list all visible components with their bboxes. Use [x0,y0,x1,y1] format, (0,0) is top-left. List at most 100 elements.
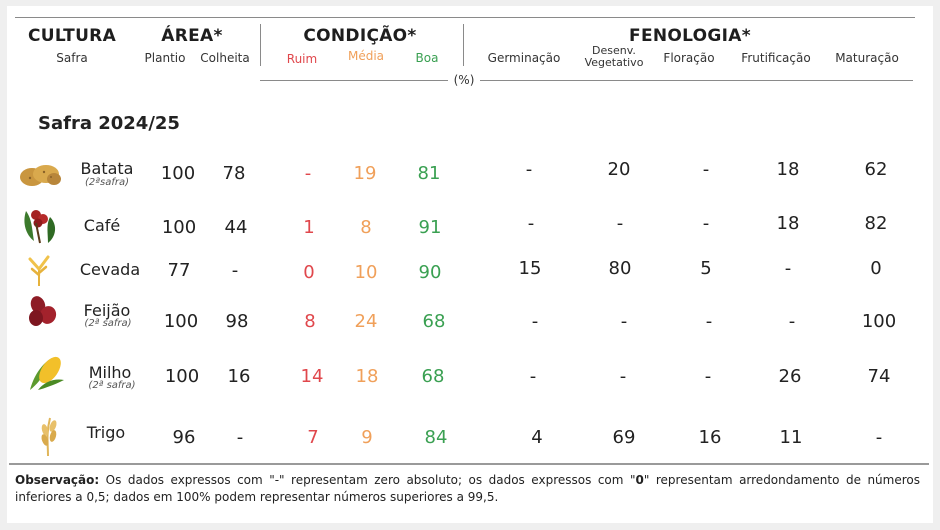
cell-maturacao: - [875,427,883,448]
cell-colheita: 98 [225,311,249,332]
crop-name: Trigo [86,423,126,442]
report-panel [7,6,933,523]
cell-maturacao: 62 [864,159,888,180]
header-divider-2 [463,24,464,66]
cell-germinacao: - [531,311,539,332]
cell-floracao: - [702,159,710,180]
header-germinacao: Germinação [487,51,561,65]
footnote-text-1: Os dados expressos com "-" representam z… [99,473,636,487]
header-condicao: CONDIÇÃO* [303,26,417,46]
cell-colheita: 78 [222,163,246,184]
crop-name: Batata [80,159,134,178]
crop-name: Cevada [79,260,141,279]
cell-floracao: - [702,213,710,234]
cell-media: 19 [353,163,377,184]
cell-colheita: 16 [227,366,251,387]
cell-plantio: 100 [160,163,196,184]
cell-maturacao: 100 [861,311,897,332]
cell-ruim: 7 [307,427,319,448]
cell-floracao: 5 [700,258,712,279]
cell-plantio: 100 [164,366,200,387]
header-desenv-line1: Desenv. [592,44,636,57]
header-media: Média [347,49,385,63]
header-plantio: Plantio [144,51,186,65]
percent-label: (%) [453,73,475,87]
cell-colheita: 44 [224,217,248,238]
footnote-zero: 0 [635,473,644,487]
cell-media: 8 [360,217,372,238]
header-desenv-line2: Vegetativo [584,56,644,69]
cell-boa: 81 [417,163,441,184]
crop-name: Café [83,216,121,235]
cell-colheita: - [236,427,244,448]
bean-icon [29,296,57,326]
cell-frutificacao: - [784,258,792,279]
cell-frutificacao: 18 [776,213,800,234]
crop-note: (2ªsafra) [85,177,129,188]
cell-boa: 84 [424,427,448,448]
cell-maturacao: 82 [864,213,888,234]
cell-ruim: 1 [303,217,315,238]
cell-desenv: - [616,213,624,234]
cell-desenv: 80 [608,258,632,279]
crop-note: (2ª safra) [84,318,132,329]
header-frutificacao: Frutificação [741,51,811,65]
cell-boa: 90 [418,262,442,283]
header-divider-1 [260,24,261,66]
cell-ruim: 0 [303,262,315,283]
barley-icon [28,255,50,286]
cell-desenv: 69 [612,427,636,448]
header-colheita: Colheita [200,51,250,65]
header-boa: Boa [415,51,439,65]
footer-rule [9,463,929,465]
cell-plantio: 100 [163,311,199,332]
cell-floracao: 16 [698,427,722,448]
cell-frutificacao: 26 [778,366,802,387]
cell-desenv: - [619,366,627,387]
header-floracao: Floração [663,51,715,65]
cell-germinacao: - [525,159,533,180]
potato-icon [20,165,61,186]
cell-germinacao: 15 [518,258,542,279]
cell-germinacao: - [529,366,537,387]
cell-colheita: - [231,260,239,281]
cell-germinacao: 4 [531,427,543,448]
cell-desenv: 20 [607,159,631,180]
crop-name: Milho [88,363,132,382]
footnote-text-2: " representam arredondamento de números … [15,473,920,504]
percent-rule-right [480,80,913,81]
crop-name: Feijão [83,301,131,320]
header-ruim: Ruim [286,52,318,66]
crop-note: (2ª safra) [88,380,136,391]
cell-floracao: - [705,311,713,332]
wheat-icon [41,417,57,456]
cell-frutificacao: - [788,311,796,332]
cell-desenv: - [620,311,628,332]
cell-ruim: - [304,163,312,184]
cell-maturacao: 0 [870,258,882,279]
cell-boa: 91 [418,217,442,238]
header-cultura: CULTURA [27,26,117,46]
cell-media: 9 [361,427,373,448]
header-area: ÁREA* [161,26,223,46]
header-fenologia: FENOLOGIA* [629,26,751,46]
cell-boa: 68 [422,311,446,332]
percent-rule-left [260,80,448,81]
cell-plantio: 100 [161,217,197,238]
section-title: Safra 2024/25 [38,113,180,134]
cell-ruim: 8 [304,311,316,332]
cell-frutificacao: 18 [776,159,800,180]
cell-media: 24 [354,311,378,332]
coffee-icon [24,210,56,244]
footnote: Observação: Os dados expressos com "-" r… [15,472,920,506]
cell-plantio: 96 [172,427,196,448]
cell-floracao: - [704,366,712,387]
header-desenv-vegetativo: Desenv. Vegetativo [585,45,644,69]
cell-ruim: 14 [300,366,324,387]
cell-plantio: 77 [167,260,191,281]
header-safra: Safra [56,51,88,65]
cell-maturacao: 74 [867,366,891,387]
cell-media: 10 [354,262,378,283]
cell-frutificacao: 11 [779,427,803,448]
top-rule [15,17,915,18]
